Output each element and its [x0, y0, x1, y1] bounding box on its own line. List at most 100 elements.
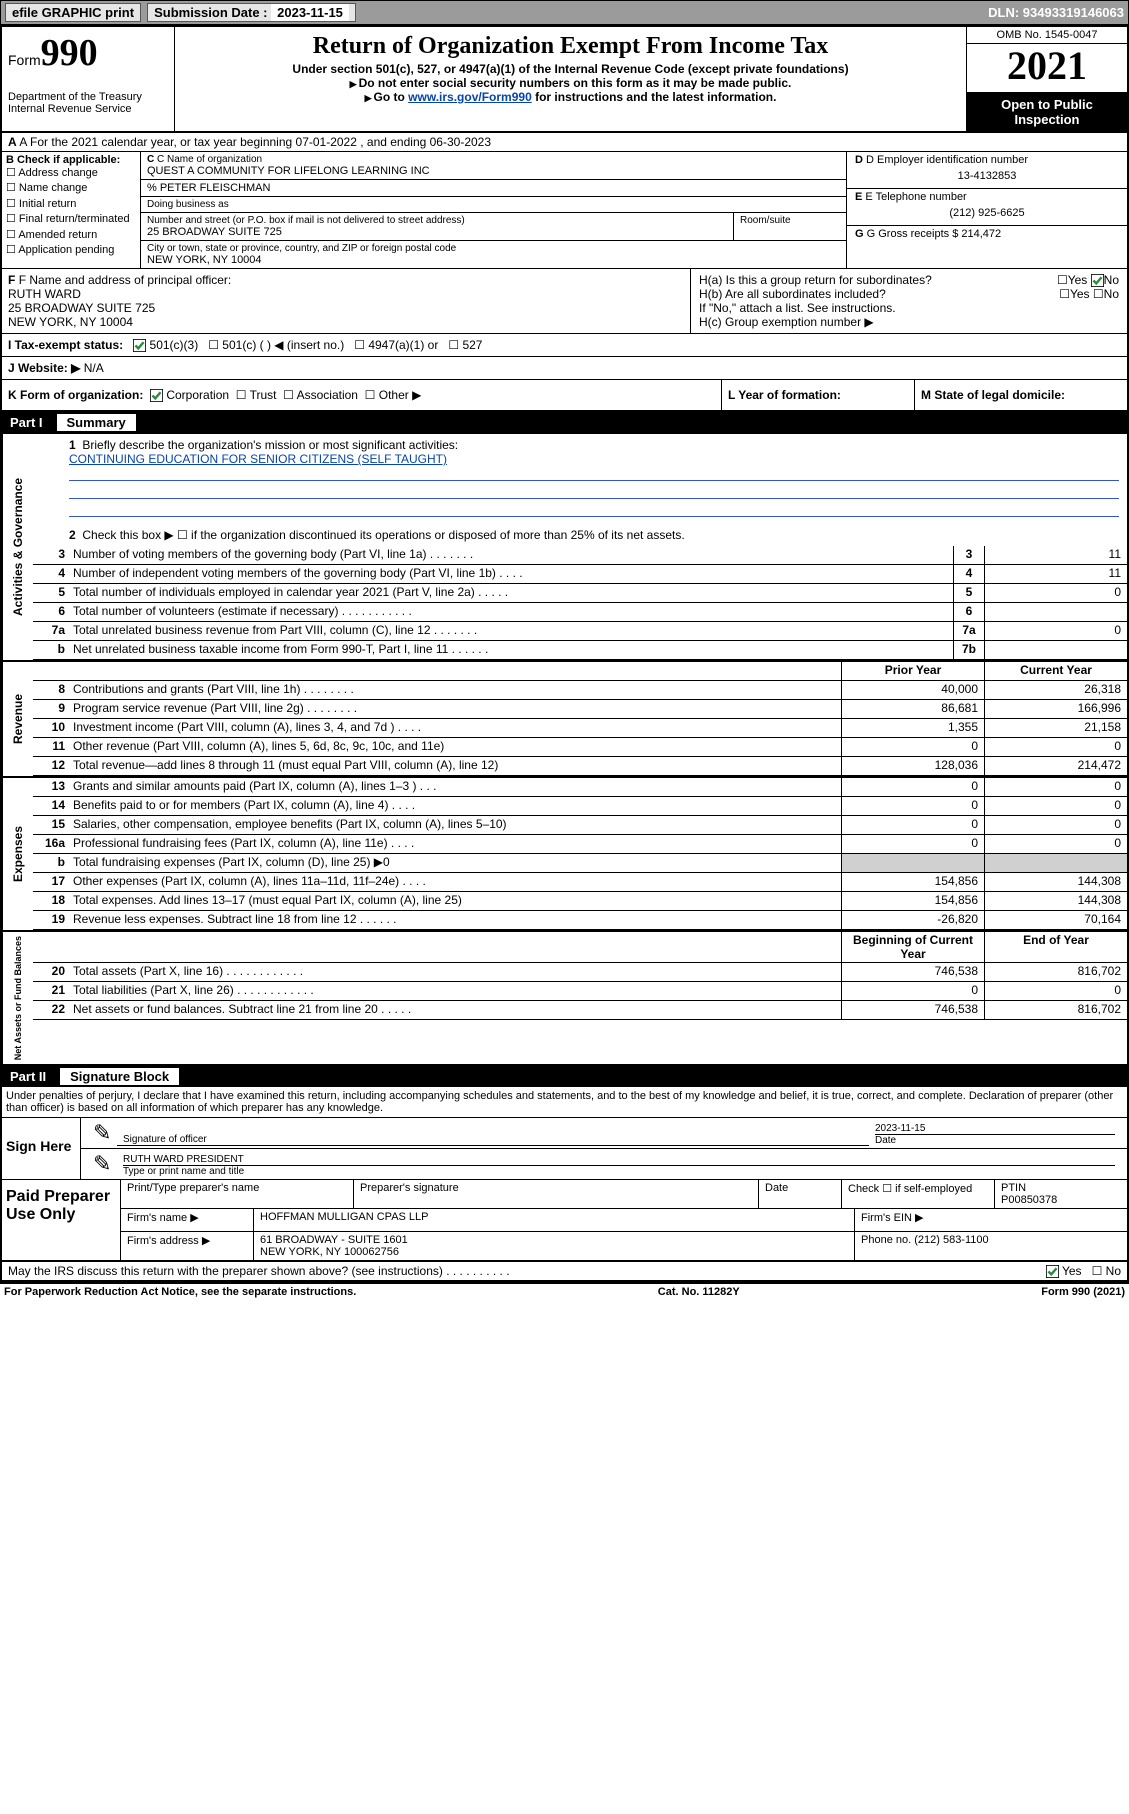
d-label: D Employer identification number — [866, 154, 1028, 166]
header-sub1: Under section 501(c), 527, or 4947(a)(1)… — [185, 62, 956, 76]
col-current: Current Year — [984, 662, 1127, 680]
table-row: 18Total expenses. Add lines 13–17 (must … — [33, 892, 1127, 911]
col-end: End of Year — [984, 932, 1127, 962]
check-icon — [1091, 274, 1104, 287]
dba-label: Doing business as — [141, 197, 846, 213]
chk-address-change[interactable]: ☐ Address change — [6, 166, 136, 181]
sig-name-label: Type or print name and title — [123, 1165, 1115, 1177]
officer-name: RUTH WARD — [8, 287, 684, 301]
table-row: 12Total revenue—add lines 8 through 11 (… — [33, 757, 1127, 776]
vtab-gov: Activities & Governance — [2, 434, 33, 660]
telephone: (212) 925-6625 — [855, 203, 1119, 223]
part1-header: Part I Summary — [2, 412, 1127, 433]
header-mid: Return of Organization Exempt From Incom… — [175, 27, 966, 131]
efile-button[interactable]: efile GRAPHIC print — [5, 3, 141, 22]
street-address: 25 BROADWAY SUITE 725 — [147, 226, 727, 238]
chk-initial-return[interactable]: ☐ Initial return — [6, 197, 136, 212]
table-row: 22Net assets or fund balances. Subtract … — [33, 1001, 1127, 1020]
table-row: 14Benefits paid to or for members (Part … — [33, 797, 1127, 816]
table-row: 7aTotal unrelated business revenue from … — [33, 622, 1127, 641]
form-number: Form990 — [8, 31, 168, 75]
chk-amended-return[interactable]: ☐ Amended return — [6, 228, 136, 243]
col-c: C C Name of organization QUEST A COMMUNI… — [141, 152, 847, 268]
firm-phone-label: Phone no. — [861, 1234, 911, 1246]
top-bar: efile GRAPHIC print Submission Date : 20… — [0, 0, 1129, 25]
part1-title: Summary — [57, 414, 136, 431]
officer-addr2: NEW YORK, NY 10004 — [8, 315, 684, 329]
table-row: 11Other revenue (Part VIII, column (A), … — [33, 738, 1127, 757]
chk-application-pending[interactable]: ☐ Application pending — [6, 243, 136, 258]
ein: 13-4132853 — [855, 166, 1119, 186]
officer-printed-name: RUTH WARD PRESIDENT — [123, 1154, 1115, 1165]
officer-addr1: 25 BROADWAY SUITE 725 — [8, 301, 684, 315]
chk-name-change[interactable]: ☐ Name change — [6, 181, 136, 196]
col-prior: Prior Year — [841, 662, 984, 680]
table-row: 21Total liabilities (Part X, line 26) . … — [33, 982, 1127, 1001]
table-row: 9Program service revenue (Part VIII, lin… — [33, 700, 1127, 719]
firm-name-label: Firm's name ▶ — [121, 1209, 254, 1231]
hc-label: H(c) Group exemption number ▶ — [699, 315, 1119, 329]
b-label: B Check if applicable: — [6, 154, 120, 166]
gross-receipts: 214,472 — [961, 228, 1001, 240]
part2-label: Part II — [10, 1069, 56, 1084]
firm-name: HOFFMAN MULLIGAN CPAS LLP — [254, 1209, 855, 1231]
part2-header: Part II Signature Block — [2, 1066, 1127, 1087]
table-row: 19Revenue less expenses. Subtract line 1… — [33, 911, 1127, 930]
table-row: 20Total assets (Part X, line 16) . . . .… — [33, 963, 1127, 982]
ha-label: H(a) Is this a group return for subordin… — [699, 273, 932, 287]
table-row: 16aProfessional fundraising fees (Part I… — [33, 835, 1127, 854]
line2-text: Check this box ▶ ☐ if the organization d… — [82, 528, 684, 542]
firm-phone: (212) 583-1100 — [914, 1234, 988, 1246]
na-block: Net Assets or Fund Balances Beginning of… — [2, 930, 1127, 1066]
mission-text: CONTINUING EDUCATION FOR SENIOR CITIZENS… — [69, 452, 447, 466]
form-prefix: Form — [8, 52, 41, 68]
room-label: Room/suite — [734, 213, 846, 240]
footer-left: For Paperwork Reduction Act Notice, see … — [4, 1286, 356, 1298]
col-deg: D D Employer identification number 13-41… — [847, 152, 1127, 268]
pen-icon: ✎ — [87, 1120, 117, 1146]
table-row: 13Grants and similar amounts paid (Part … — [33, 778, 1127, 797]
firm-addr2: NEW YORK, NY 100062756 — [260, 1246, 848, 1258]
l-label: L Year of formation: — [728, 388, 841, 402]
ptin-val: P00850378 — [1001, 1194, 1057, 1206]
c-label: C Name of organization — [157, 154, 262, 165]
irs-link[interactable]: www.irs.gov/Form990 — [408, 90, 532, 104]
part1-label: Part I — [10, 415, 53, 430]
col-begin: Beginning of Current Year — [841, 932, 984, 962]
exp-block: Expenses 13Grants and similar amounts pa… — [2, 776, 1127, 930]
vtab-rev: Revenue — [2, 662, 33, 776]
row-a: A A For the 2021 calendar year, or tax y… — [2, 133, 1127, 152]
section-bcdeg: B Check if applicable: ☐ Address change … — [2, 152, 1127, 269]
hb-label: H(b) Are all subordinates included? — [699, 287, 886, 301]
table-row: 3Number of voting members of the governi… — [33, 546, 1127, 565]
chk-final-return[interactable]: ☐ Final return/terminated — [6, 212, 136, 227]
sub-label: Submission Date : — [154, 5, 267, 20]
table-row: 5Total number of individuals employed in… — [33, 584, 1127, 603]
org-name: QUEST A COMMUNITY FOR LIFELONG LEARNING … — [147, 165, 840, 177]
gov-block: Activities & Governance 1 Briefly descri… — [2, 433, 1127, 660]
declaration-text: Under penalties of perjury, I declare th… — [2, 1087, 1127, 1117]
may-irs-text: May the IRS discuss this return with the… — [8, 1264, 1046, 1278]
e-label: E Telephone number — [865, 191, 966, 203]
sig-date-label: Date — [875, 1134, 1115, 1146]
header-left: Form990 Department of the Treasury Inter… — [2, 27, 175, 131]
table-row: 4Number of independent voting members of… — [33, 565, 1127, 584]
table-row: bTotal fundraising expenses (Part IX, co… — [33, 854, 1127, 873]
form-header: Form990 Department of the Treasury Inter… — [2, 27, 1127, 133]
table-row: 8Contributions and grants (Part VIII, li… — [33, 681, 1127, 700]
check-icon — [133, 339, 146, 352]
row-i: I Tax-exempt status: 501(c)(3) ☐ 501(c) … — [2, 334, 1127, 357]
sub-date: 2023-11-15 — [271, 4, 349, 21]
open-inspection: Open to Public Inspection — [967, 93, 1127, 131]
p-sig-label: Preparer's signature — [354, 1180, 759, 1208]
addr-label: Number and street (or P.O. box if mail i… — [147, 215, 727, 226]
row-a-text: A For the 2021 calendar year, or tax yea… — [19, 135, 491, 149]
section-fh: F F Name and address of principal office… — [2, 269, 1127, 334]
p-check-label: Check ☐ if self-employed — [842, 1180, 995, 1208]
city-state-zip: NEW YORK, NY 10004 — [147, 254, 840, 266]
website-val: N/A — [84, 361, 104, 375]
g-label: G Gross receipts $ — [867, 228, 959, 240]
vtab-exp: Expenses — [2, 778, 33, 930]
sig-date: 2023-11-15 — [875, 1123, 1115, 1134]
page-footer: For Paperwork Reduction Act Notice, see … — [0, 1284, 1129, 1300]
